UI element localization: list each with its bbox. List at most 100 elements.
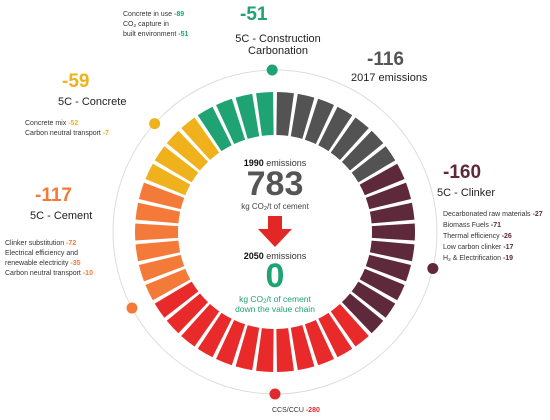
item-label: capture in xyxy=(136,21,169,28)
ring-segment xyxy=(256,92,274,136)
item-value: -280 xyxy=(305,407,320,414)
ring-segment xyxy=(318,106,353,152)
item-label: Carbon neutral transport xyxy=(5,270,81,277)
unit-text: kg CO xyxy=(239,294,264,304)
ring-segment xyxy=(371,223,415,241)
cement-item: renewable electricity -35 xyxy=(5,259,93,269)
construction-title: 5C - Construction Carbonation xyxy=(218,33,338,57)
center-unit-2050: kg CO2/t of cement down the value chain xyxy=(175,294,375,314)
year-2050: 2050 xyxy=(243,251,264,261)
clinker-value: -160 xyxy=(443,162,482,183)
item-value: -52 xyxy=(68,120,79,127)
cement-title: 5C - Cement xyxy=(30,210,93,222)
item-value: -7 xyxy=(102,130,110,137)
ring-segment xyxy=(138,182,185,210)
ring-segment xyxy=(154,281,199,318)
item-label: Decarbonated raw materials xyxy=(443,211,531,218)
cement-items: Clinker substitution -72 Electrical effi… xyxy=(5,239,93,279)
clinker-item: Low carbon clinker -17 xyxy=(443,242,543,253)
emissions-2017-label: 2017 emissions xyxy=(351,72,428,84)
item-label: Electrical efficiency and xyxy=(5,250,79,257)
ring-segment xyxy=(216,98,246,145)
ring-segment xyxy=(166,293,209,334)
item-value: -26 xyxy=(501,233,512,240)
concrete-items: Concrete mix -52 Carbon neutral transpor… xyxy=(25,119,109,139)
down-arrow-icon xyxy=(258,216,292,247)
ring-segment xyxy=(181,117,220,160)
item-label-sub: 2 xyxy=(133,24,137,29)
cement-item: Clinker substitution -72 xyxy=(5,239,93,249)
emissions-word: emissions xyxy=(266,251,307,261)
item-label: H xyxy=(443,255,449,262)
item-value: -17 xyxy=(503,244,514,251)
marker-dot xyxy=(126,302,138,314)
construction-value: -51 xyxy=(240,4,268,25)
cement-item: Electrical efficiency and xyxy=(5,249,93,259)
center-1990-value: 783 xyxy=(246,165,304,203)
ring-segment xyxy=(256,328,274,372)
ring-segment xyxy=(369,202,415,224)
ring-segment xyxy=(181,304,220,347)
ring-segment xyxy=(197,106,232,152)
ring-segment xyxy=(166,130,209,171)
item-value: -35 xyxy=(70,260,81,267)
unit-text: kg CO xyxy=(241,202,264,211)
ring-segment xyxy=(154,146,199,183)
clinker-item: Decarbonated raw materials -27 xyxy=(443,209,543,220)
ring-segment xyxy=(330,304,369,347)
marker-dot xyxy=(149,118,161,130)
concrete-item: Carbon neutral transport -7 xyxy=(25,129,109,139)
center-unit-1990: kg CO2/t of cement xyxy=(175,202,375,212)
ring-segment xyxy=(138,254,185,282)
item-value: -89 xyxy=(173,11,185,18)
concrete-item: Concrete mix -52 xyxy=(25,119,109,129)
item-label: Concrete mix xyxy=(25,120,67,127)
item-value: -71 xyxy=(490,222,501,229)
item-label: CCS/CCU xyxy=(272,407,304,414)
item-value: -72 xyxy=(66,240,77,247)
ring-segment xyxy=(351,146,396,183)
ring-segment xyxy=(235,93,260,139)
item-label: built environment xyxy=(123,31,177,38)
unit-sub: 2 xyxy=(263,206,267,212)
unit2-line2: down the value chain xyxy=(235,304,315,314)
construction-item: CO2 capture in xyxy=(123,20,188,30)
ring-segment xyxy=(135,223,179,241)
ring-segment xyxy=(290,93,315,139)
marker-dot xyxy=(427,262,439,274)
concrete-value: -59 xyxy=(62,71,90,92)
ring-segment xyxy=(304,98,334,145)
marker-dot xyxy=(266,64,278,76)
construction-item: Concrete in use -89 xyxy=(123,10,188,20)
item-value: -19 xyxy=(502,255,514,262)
ring-segment xyxy=(351,281,396,318)
ring-segment xyxy=(341,293,384,334)
item-value: -10 xyxy=(82,270,93,277)
item-label-sub: 2 xyxy=(448,258,451,263)
clinker-title: 5C - Clinker xyxy=(437,187,496,199)
item-label: Biomass Fuels xyxy=(443,222,489,229)
construction-title-line2: Carbonation xyxy=(248,45,308,57)
construction-title-line1: 5C - Construction xyxy=(235,33,321,45)
construction-items: Concrete in use -89 CO2 capture in built… xyxy=(123,10,188,40)
ccs-label: CCS/CCU -280 xyxy=(272,406,320,416)
ring-segment xyxy=(369,240,415,262)
ring-segment xyxy=(135,202,181,224)
cement-value: -117 xyxy=(35,185,72,206)
ring-segment xyxy=(359,268,405,301)
item-label: Thermal efficiency xyxy=(443,233,500,240)
ring-segment xyxy=(235,325,260,371)
item-value: -27 xyxy=(532,211,543,218)
ring-segment xyxy=(290,325,315,371)
ring-segment xyxy=(197,312,232,358)
ring-segment xyxy=(341,130,384,171)
ring-segment xyxy=(365,182,412,210)
clinker-item: Thermal efficiency -26 xyxy=(443,231,543,242)
marker-dot xyxy=(269,388,281,400)
ring-segment xyxy=(330,117,369,160)
year-1990: 1990 xyxy=(243,158,264,168)
ring-segment xyxy=(318,312,353,358)
clinker-item: H2 & Electrification -19 xyxy=(443,253,543,264)
ring-segment xyxy=(365,254,412,282)
